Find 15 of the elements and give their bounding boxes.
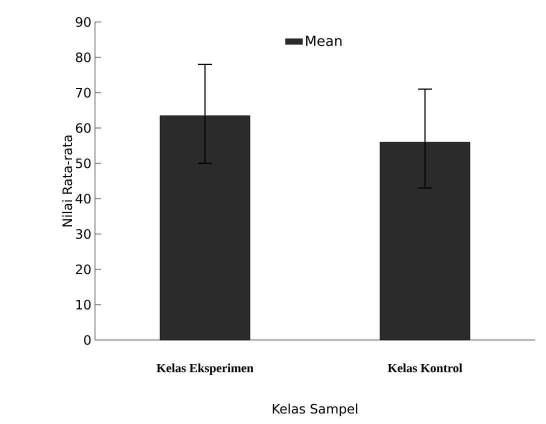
- y-axis-title: Nilai Rata-rata: [62, 136, 72, 226]
- x-tick-label: Kelas Eksperimen: [156, 364, 254, 375]
- y-tick-label: 50: [76, 158, 91, 168]
- x-tick-label: Kelas Kontrol: [388, 364, 462, 372]
- y-tick-label: 40: [76, 194, 91, 204]
- y-tick-label: 30: [76, 229, 91, 239]
- legend-label: Mean: [306, 36, 342, 46]
- y-tick-label: 10: [76, 300, 91, 310]
- y-tick-label: 20: [76, 264, 91, 274]
- x-axis-title: Kelas Sampel: [272, 404, 358, 416]
- y-tick-label: 80: [76, 52, 91, 62]
- y-tick-label: 90: [76, 17, 91, 27]
- y-tick-label: 70: [76, 88, 91, 98]
- y-tick-label: 0: [84, 335, 91, 345]
- y-tick-label: 60: [76, 123, 91, 133]
